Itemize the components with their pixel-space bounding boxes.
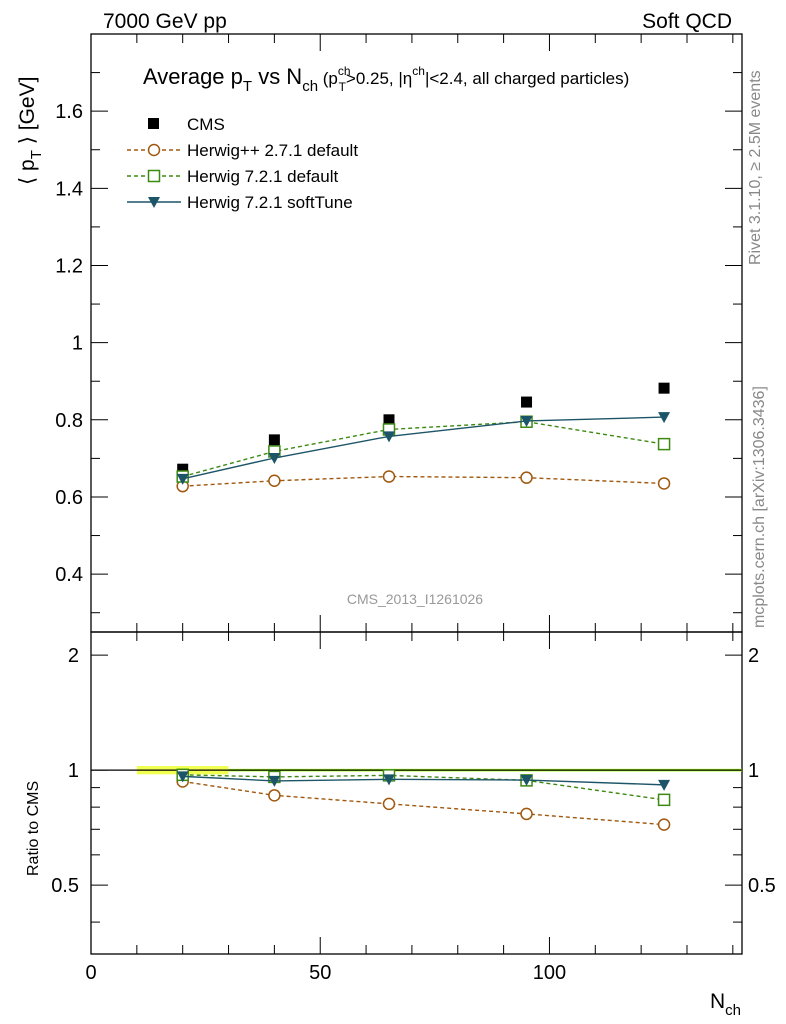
legend-label-herwigpp: Herwig++ 2.7.1 default [187, 141, 358, 160]
series-line-herwig721 [182, 774, 665, 801]
data-point-softtune [658, 412, 671, 424]
series-line-herwigpp [182, 780, 665, 826]
legend-label-herwig721: Herwig 7.2.1 default [187, 167, 338, 186]
ratio-y-tick-label-right: 2 [748, 645, 759, 667]
data-point-softtune [658, 779, 671, 791]
main-y-tick-label: 1.6 [55, 101, 83, 123]
header-energy-label: 7000 GeV pp [103, 10, 227, 33]
header-category-label: Soft QCD [642, 10, 732, 33]
main-y-tick-label: 1.4 [55, 178, 83, 200]
x-ticks: 0 50 100 [85, 34, 734, 984]
data-point-softtune [382, 431, 395, 443]
data-point-herwig721 [657, 437, 671, 451]
main-y-ticks: 0.4 0.6 0.8 1 1.2 1.4 1.6 [55, 33, 742, 614]
x-tick-label: 100 [533, 962, 566, 984]
series-line-softtune [182, 775, 665, 786]
main-y-tick-label: 1.2 [55, 255, 83, 277]
ratio-y-ticks: 0.5 0.5 1 1 2 2 [51, 645, 776, 923]
series-line-herwig721 [182, 421, 665, 478]
data-point-herwigpp [520, 471, 533, 484]
legend-label-softtune: Herwig 7.2.1 softTune [187, 193, 353, 212]
x-axis-label: Nch [710, 990, 741, 1019]
series-line-herwigpp [182, 475, 665, 487]
data-point-herwigpp [520, 807, 533, 821]
legend-label-cms: CMS [187, 115, 225, 134]
data-point-softtune [176, 771, 189, 783]
ratio-y-tick-label-right: 1 [748, 760, 759, 782]
data-point-herwigpp [657, 818, 671, 831]
chart-title: Average pT vs Nch (pch T>0.25, |ηch|<2.4,… [143, 64, 629, 95]
data-point-softtune [520, 415, 533, 427]
data-point-softtune [520, 775, 533, 787]
data-point-cms [383, 414, 395, 426]
x-tick-label: 50 [309, 962, 331, 984]
main-y-tick-label: 1 [72, 333, 83, 355]
main-y-tick-label: 0.6 [55, 487, 83, 509]
data-point-softtune [176, 473, 189, 485]
data-point-herwigpp [268, 789, 281, 802]
main-y-axis-label: ⟨ pT ⟩ [GeV] [16, 77, 45, 185]
x-tick-label: 0 [85, 962, 96, 984]
data-point-herwigpp [382, 797, 396, 811]
analysis-id-watermark: CMS_2013_I1261026 [347, 591, 483, 607]
series-line-softtune [182, 416, 665, 480]
main-y-tick-label: 0.8 [55, 410, 83, 432]
data-point-herwigpp [268, 474, 281, 488]
data-point-cms [521, 396, 533, 408]
data-point-herwig721 [657, 793, 671, 807]
data-point-softtune [268, 775, 281, 787]
ratio-series-layer [176, 768, 671, 831]
main-series-layer [176, 382, 671, 493]
data-point-cms [268, 434, 280, 446]
ratio-panel-frame [90, 631, 743, 955]
data-point-cms [658, 382, 670, 394]
legend-marker-herwigpp [147, 143, 161, 157]
legend: CMS Herwig++ 2.7.1 default Herwig 7.2.1 … [127, 115, 358, 212]
main-y-tick-label: 0.4 [55, 564, 83, 586]
ratio-y-tick-label-right: 0.5 [748, 875, 776, 897]
legend-marker-cms [148, 118, 159, 129]
ratio-y-tick-label: 0.5 [51, 875, 79, 897]
data-point-softtune [268, 453, 281, 465]
data-point-herwigpp [382, 470, 396, 483]
ratio-y-tick-label: 1 [68, 760, 79, 782]
legend-marker-softtune [148, 197, 160, 208]
data-point-herwigpp [657, 477, 671, 490]
data-point-cms [177, 463, 189, 475]
ratio-y-tick-label: 2 [68, 645, 79, 667]
data-point-softtune [382, 774, 395, 786]
legend-marker-herwig721 [147, 169, 161, 183]
mcplots-reference-label: mcplots.cern.ch [arXiv:1306.3436] [751, 386, 768, 628]
rivet-version-label: Rivet 3.1.10, ≥ 2.5M events [747, 70, 764, 265]
ratio-y-axis-label: Ratio to CMS [25, 781, 42, 876]
